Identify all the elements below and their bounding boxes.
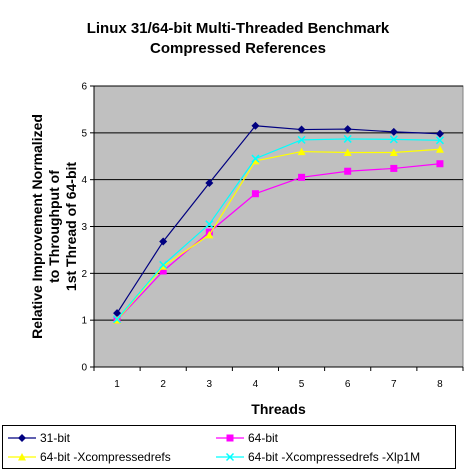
x-tick-label: 2 [160,379,166,390]
y-tick-label: 4 [81,175,87,186]
series-line-2 [116,163,440,321]
data-point [159,260,168,269]
legend-swatch [216,452,244,462]
data-point [389,148,398,157]
legend-item: 31-bit [7,429,70,447]
data-point [159,237,168,246]
y-axis-title-line: to Throughput of [46,170,62,283]
data-point [344,167,352,175]
data-point [205,178,214,187]
series-line-4 [116,138,440,320]
x-tick-label: 8 [437,379,443,390]
data-point [251,121,260,130]
data-point [390,164,398,172]
data-point [251,190,259,198]
legend-marker [225,452,235,462]
data-point [205,230,214,239]
y-tick-label: 6 [81,82,87,93]
data-point [389,127,398,136]
legend-item: 64-bit [215,429,278,447]
legend-swatch [8,434,36,442]
y-tick-label: 2 [81,269,87,280]
data-point [205,220,214,229]
y-tick-label: 0 [81,363,87,374]
x-tick-label: 4 [253,379,259,390]
chart-subtitle: Compressed References [150,40,326,57]
series-line-1 [116,125,440,314]
x-tick-label: 7 [391,379,397,390]
data-point [435,136,444,145]
y-tick-label: 1 [81,316,87,327]
legend-marker [18,434,26,442]
chart-legend: 31-bit 64-bit 64-bit -Xcompressedrefs 64-bi… [2,425,456,469]
y-axis-title-line: Relative Improvement Normalized [29,114,45,339]
data-point [113,309,122,318]
data-point [113,315,122,324]
legend-swatch [8,453,36,461]
data-point [436,160,444,168]
data-point [297,125,306,134]
x-tick-label: 5 [299,379,305,390]
y-axis-title-line: 1st Thread of 64-bit [63,162,79,291]
data-point [435,145,444,153]
chart-title: Linux 31/64-bit Multi-Threaded Benchmark [86,20,390,37]
data-point [297,135,306,144]
series-line-3 [116,148,440,321]
legend-label: 31-bit [40,431,71,445]
y-tick-label: 5 [81,128,87,139]
x-axis-title: Threads [251,401,306,417]
x-tick-label: 6 [345,379,351,390]
data-point [343,125,352,134]
data-point [297,147,306,156]
data-point [159,267,167,275]
legend-label: 64-bit -Xcompressedrefs [40,450,171,464]
data-point [251,156,260,165]
legend-marker [18,453,26,461]
data-point [435,129,444,138]
legend-marker [226,434,234,442]
y-axis-title: Relative Improvement Normalized to Throug… [29,114,79,339]
legend-item: 64-bit -Xcompressedrefs -Xlp1M [215,448,420,466]
data-point [298,173,306,181]
data-point [343,148,352,157]
y-tick-label: 3 [81,222,87,233]
data-point [251,154,260,163]
legend-label: 64-bit [248,431,279,445]
legend-swatch [216,434,244,442]
data-point [389,135,398,144]
legend-label: 64-bit -Xcompressedrefs -Xlp1M [248,450,421,464]
x-tick-label: 1 [114,379,120,390]
legend-item: 64-bit -Xcompressedrefs [7,448,171,466]
data-point [343,134,352,143]
x-tick-label: 3 [207,379,213,390]
